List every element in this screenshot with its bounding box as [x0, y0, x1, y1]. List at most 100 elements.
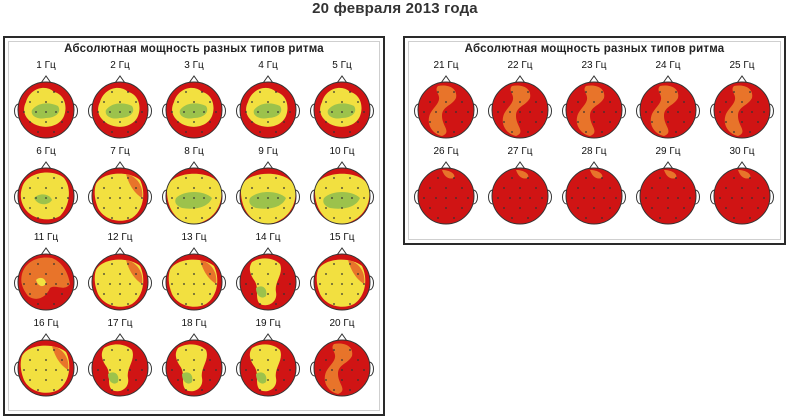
electrode — [185, 389, 187, 391]
electrode — [245, 111, 247, 113]
electrode — [193, 359, 195, 361]
head-map — [162, 161, 226, 225]
topomap: 21 Гц — [409, 60, 483, 146]
head-map — [310, 161, 374, 225]
electrode — [141, 283, 143, 285]
panel-title: Абсолютная мощность разных типов ритма — [464, 43, 725, 55]
right-ear — [620, 189, 626, 205]
electrode — [61, 379, 63, 381]
electrode — [289, 369, 291, 371]
panel-right-frame — [408, 41, 781, 240]
topomap: 26 Гц — [409, 146, 483, 232]
electrode — [603, 111, 605, 113]
orange-region — [21, 257, 70, 299]
electrode — [511, 131, 513, 133]
electrode — [29, 101, 31, 103]
electrode — [325, 359, 327, 361]
electrode — [749, 91, 751, 93]
electrode — [363, 369, 365, 371]
electrode — [325, 207, 327, 209]
electrode — [53, 263, 55, 265]
electrode — [97, 197, 99, 199]
frequency-label: 26 Гц — [433, 146, 459, 157]
electrode — [61, 359, 63, 361]
frequency-label: 8 Гц — [184, 146, 204, 157]
head-map — [636, 161, 700, 225]
green-region — [256, 286, 267, 298]
electrode — [349, 217, 351, 219]
electrode — [53, 177, 55, 179]
left-ear — [636, 189, 642, 205]
electrode — [201, 91, 203, 93]
electrode — [331, 111, 333, 113]
electrode — [593, 101, 595, 103]
electrode — [741, 207, 743, 209]
head-outline — [239, 167, 297, 225]
electrode — [183, 369, 185, 371]
head-map — [488, 161, 552, 225]
electrode — [497, 111, 499, 113]
electrode — [529, 111, 531, 113]
head-outline — [165, 253, 223, 311]
frequency-label: 2 Гц — [110, 60, 130, 71]
orange-region — [724, 85, 753, 136]
electrode — [119, 273, 121, 275]
electrode — [511, 91, 513, 93]
left-ear — [310, 103, 316, 119]
right-ear — [146, 275, 152, 291]
electrode — [267, 359, 269, 361]
electrode — [127, 177, 129, 179]
right-ear — [72, 275, 78, 291]
electrode — [35, 283, 37, 285]
electrode — [667, 121, 669, 123]
electrode — [37, 131, 39, 133]
frequency-label: 21 Гц — [433, 60, 459, 71]
electrode — [201, 177, 203, 179]
head-outline — [239, 81, 297, 139]
head-outline — [565, 167, 623, 225]
electrode — [209, 121, 211, 123]
electrode — [67, 111, 69, 113]
electrode — [129, 283, 131, 285]
electrode — [601, 91, 603, 93]
topomap: 1 Гц — [9, 60, 83, 146]
frequency-label: 30 Гц — [729, 146, 755, 157]
electrode — [267, 369, 269, 371]
electrode — [541, 111, 543, 113]
electrode — [203, 197, 205, 199]
nose — [40, 75, 52, 84]
left-ear — [310, 275, 316, 291]
electrode — [257, 369, 259, 371]
electrode — [503, 187, 505, 189]
electrode — [519, 101, 521, 103]
electrode — [437, 177, 439, 179]
topomap: 18 Гц — [157, 318, 231, 404]
electrode — [341, 293, 343, 295]
orange-region — [502, 85, 531, 136]
electrode — [119, 283, 121, 285]
electrode — [275, 303, 277, 305]
right-ear — [294, 189, 300, 205]
electrode — [183, 197, 185, 199]
electrode — [37, 217, 39, 219]
electrode — [215, 111, 217, 113]
electrode — [23, 369, 25, 371]
head-map — [236, 161, 300, 225]
electrode — [667, 197, 669, 199]
green-region — [105, 103, 134, 119]
electrode — [445, 207, 447, 209]
electrode — [351, 283, 353, 285]
electrode — [61, 293, 63, 295]
electrode — [325, 101, 327, 103]
scalp-base — [566, 168, 622, 224]
head-map — [162, 75, 226, 139]
electrode — [135, 121, 137, 123]
electrode — [659, 217, 661, 219]
electrode — [497, 197, 499, 199]
electrode — [651, 101, 653, 103]
electrode — [177, 359, 179, 361]
green-region — [182, 372, 193, 384]
head-outline — [713, 81, 771, 139]
right-ear — [546, 103, 552, 119]
electrode — [357, 293, 359, 295]
